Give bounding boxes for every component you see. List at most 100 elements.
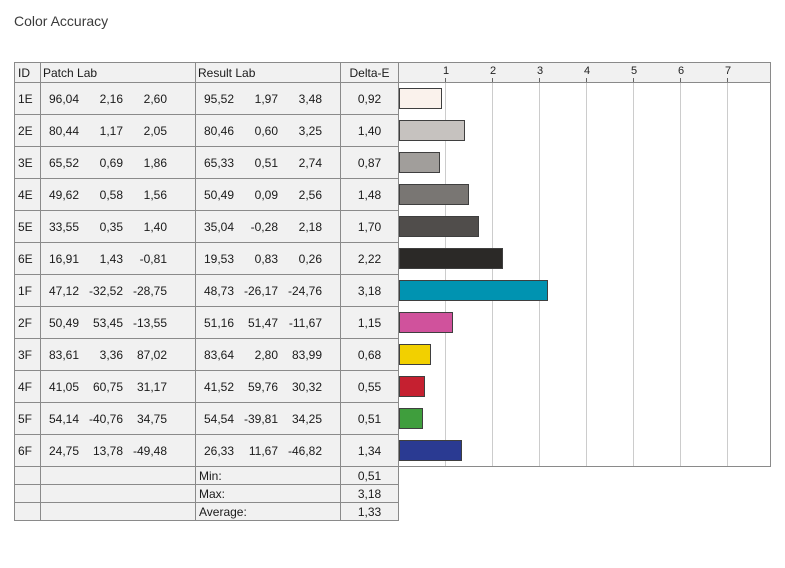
table-row: 1E 96,04 2,16 2,60 95,52 1,97 3,48 0,92: [15, 83, 771, 115]
patch-id: 1E: [15, 83, 41, 115]
patch-a-value: 1,17: [99, 123, 123, 138]
patch-l-value: 54,14: [48, 411, 79, 426]
table-row: 1F 47,12 -32,52 -28,75 48,73 -26,17 -24,…: [15, 275, 771, 307]
axis-tick-mark: [539, 78, 540, 82]
delta-e-bar-cell: [399, 371, 771, 403]
result-a-value: -0,28: [250, 219, 278, 234]
patch-lab-cell: 80,44 1,17 2,05: [41, 115, 196, 147]
patch-id: 4F: [15, 371, 41, 403]
table-row: 2E 80,44 1,17 2,05 80,46 0,60 3,25 1,40: [15, 115, 771, 147]
summary-label: Average:: [196, 503, 341, 521]
delta-e-bar-cell: [399, 83, 771, 115]
patch-id: 3F: [15, 339, 41, 371]
delta-e-bar: [399, 120, 465, 141]
result-l-value: 65,33: [203, 155, 234, 170]
summary-empty-patch-cell: [41, 485, 196, 503]
patch-a-value: -32,52: [88, 283, 123, 298]
patch-lab-cell: 41,05 60,75 31,17: [41, 371, 196, 403]
result-l-value: 50,49: [203, 187, 234, 202]
axis-tick-label: 3: [536, 65, 544, 77]
table-header-row: ID Patch Lab Result Lab Delta-E 1 2 3 4 5 6 7: [15, 63, 771, 83]
delta-e-value: 1,15: [341, 307, 399, 339]
result-b-value: 3,25: [298, 123, 322, 138]
patch-lab-cell: 50,49 53,45 -13,55: [41, 307, 196, 339]
patch-b-value: 1,86: [143, 155, 167, 170]
result-a-value: 59,76: [247, 379, 278, 394]
delta-e-value: 0,92: [341, 83, 399, 115]
axis-tick-label: 4: [583, 65, 591, 77]
result-b-value: 2,56: [298, 187, 322, 202]
axis-tick-label: 2: [489, 65, 497, 77]
patch-l-value: 49,62: [48, 187, 79, 202]
patch-b-value: -28,75: [132, 283, 167, 298]
result-a-value: -39,81: [243, 411, 278, 426]
result-b-value: 30,32: [291, 379, 322, 394]
result-l-value: 19,53: [203, 251, 234, 266]
chart-axis: 1 2 3 4 5 6 7: [399, 63, 771, 83]
result-lab-cell: 50,49 0,09 2,56: [196, 179, 341, 211]
axis-tick-label: 5: [630, 65, 638, 77]
result-a-value: 1,97: [254, 91, 278, 106]
result-lab-cell: 54,54 -39,81 34,25: [196, 403, 341, 435]
delta-e-value: 2,22: [341, 243, 399, 275]
result-a-value: 0,83: [254, 251, 278, 266]
summary-value: 0,51: [341, 467, 399, 485]
header-result-lab: Result Lab: [196, 63, 341, 83]
delta-e-bar: [399, 216, 479, 237]
delta-e-bar-cell: [399, 307, 771, 339]
result-b-value: 3,48: [298, 91, 322, 106]
table-row: 6E 16,91 1,43 -0,81 19,53 0,83 0,26 2,22: [15, 243, 771, 275]
delta-e-bar-cell: [399, 339, 771, 371]
result-l-value: 83,64: [203, 347, 234, 362]
patch-lab-cell: 83,61 3,36 87,02: [41, 339, 196, 371]
patch-lab-cell: 49,62 0,58 1,56: [41, 179, 196, 211]
delta-e-value: 0,55: [341, 371, 399, 403]
table-row: 5F 54,14 -40,76 34,75 54,54 -39,81 34,25…: [15, 403, 771, 435]
summary-empty-id-cell: [15, 485, 41, 503]
result-b-value: -24,76: [287, 283, 322, 298]
delta-e-value: 1,48: [341, 179, 399, 211]
table-summary: Min: 0,51 Max: 3,18 Average: 1,33: [15, 467, 771, 521]
result-lab-cell: 41,52 59,76 30,32: [196, 371, 341, 403]
axis-tick-label: 6: [677, 65, 685, 77]
table-row: 3F 83,61 3,36 87,02 83,64 2,80 83,99 0,6…: [15, 339, 771, 371]
patch-a-value: 1,43: [99, 251, 123, 266]
patch-a-value: 0,58: [99, 187, 123, 202]
result-a-value: 0,60: [254, 123, 278, 138]
patch-lab-cell: 54,14 -40,76 34,75: [41, 403, 196, 435]
table-row: 5E 33,55 0,35 1,40 35,04 -0,28 2,18 1,70: [15, 211, 771, 243]
delta-e-bar: [399, 376, 425, 397]
summary-label: Max:: [196, 485, 341, 503]
delta-e-bar: [399, 88, 442, 109]
delta-e-bar: [399, 248, 503, 269]
patch-b-value: 1,56: [143, 187, 167, 202]
result-b-value: -11,67: [288, 315, 322, 330]
result-b-value: 83,99: [291, 347, 322, 362]
patch-lab-cell: 24,75 13,78 -49,48: [41, 435, 196, 467]
patch-l-value: 47,12: [48, 283, 79, 298]
result-lab-cell: 51,16 51,47 -11,67: [196, 307, 341, 339]
patch-lab-cell: 33,55 0,35 1,40: [41, 211, 196, 243]
patch-id: 1F: [15, 275, 41, 307]
patch-a-value: 53,45: [92, 315, 123, 330]
delta-e-bar-cell: [399, 147, 771, 179]
delta-e-bar: [399, 152, 440, 173]
axis-tick-label: 1: [442, 65, 450, 77]
delta-e-value: 0,51: [341, 403, 399, 435]
summary-row: Average: 1,33: [15, 503, 771, 521]
axis-tick-mark: [633, 78, 634, 82]
result-lab-cell: 35,04 -0,28 2,18: [196, 211, 341, 243]
patch-b-value: 31,17: [136, 379, 167, 394]
patch-lab-cell: 47,12 -32,52 -28,75: [41, 275, 196, 307]
patch-id: 2F: [15, 307, 41, 339]
result-l-value: 80,46: [203, 123, 234, 138]
patch-b-value: -0,81: [139, 251, 167, 266]
patch-id: 6E: [15, 243, 41, 275]
table-row: 2F 50,49 53,45 -13,55 51,16 51,47 -11,67…: [15, 307, 771, 339]
patch-id: 3E: [15, 147, 41, 179]
delta-e-bar-cell: [399, 243, 771, 275]
header-patch-lab: Patch Lab: [41, 63, 196, 83]
result-lab-cell: 19,53 0,83 0,26: [196, 243, 341, 275]
patch-b-value: 34,75: [136, 411, 167, 426]
delta-e-bar: [399, 312, 453, 333]
